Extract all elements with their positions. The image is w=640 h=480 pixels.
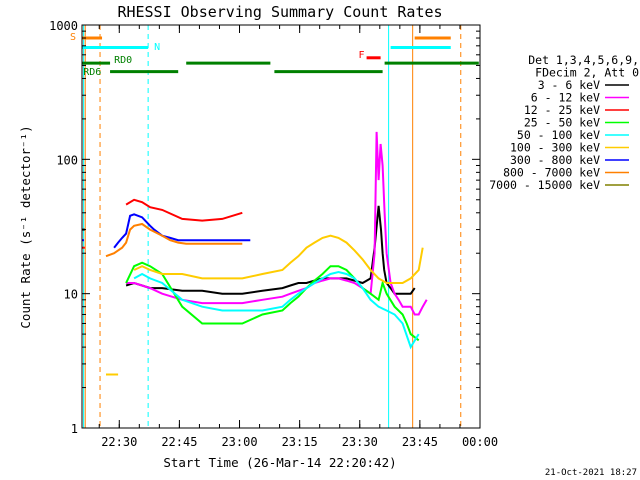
legend-header: FDecim 2, Att 0: [535, 66, 639, 80]
plot-frame: [81, 24, 481, 429]
series-line: [133, 270, 420, 350]
orbit-overlays: [82, 25, 479, 428]
y-axis-label: Count Rate (s⁻¹ detector⁻¹): [18, 125, 33, 328]
annotation-label: S: [70, 32, 76, 43]
y-tick-label: 1: [71, 422, 78, 436]
legend-entry: 6 - 12 keV: [531, 91, 600, 105]
series-line: [125, 198, 243, 222]
axes: 22:30 22:45 23:00 23:15 23:30 23:45 00:00 1 10 10…: [49, 19, 498, 449]
y-tick-label: 100: [56, 153, 78, 167]
chart-title: RHESSI Observing Summary Count Rates: [117, 3, 442, 21]
x-tick-label: 23:00: [221, 435, 257, 449]
legend-entry: 800 - 7000 keV: [503, 166, 600, 180]
x-tick-label: 23:15: [282, 435, 318, 449]
annotation-label: F: [359, 50, 365, 61]
legend-header: Det 1,3,4,5,6,9,: [528, 53, 639, 67]
legend-entry: 50 - 100 keV: [517, 128, 600, 142]
legend-entry: 12 - 25 keV: [524, 103, 600, 117]
legend-entry: 7000 - 15000 keV: [489, 178, 600, 192]
series-line: [113, 213, 251, 249]
series-line: [105, 222, 243, 258]
x-axis-label: Start Time (26-Mar-14 22:20:42): [163, 455, 396, 470]
annotation-label: RD6: [83, 67, 101, 78]
series-line: [133, 234, 424, 284]
plot-area: [82, 25, 479, 428]
series-line: [126, 131, 428, 316]
timestamp: 21-Oct-2021 18:27: [545, 468, 637, 478]
x-tick-label: 22:45: [161, 435, 197, 449]
legend: Det 1,3,4,5,6,9,FDecim 2, Att 03 - 6 keV…: [489, 53, 639, 192]
legend-entry: 3 - 6 keV: [538, 78, 600, 92]
x-tick-label: 23:30: [342, 435, 378, 449]
legend-entry: 100 - 300 keV: [510, 141, 600, 155]
x-tick-label: 23:45: [402, 435, 438, 449]
series-layer: [82, 131, 428, 376]
annotation-label: RD0: [114, 55, 132, 66]
x-tick-label: 22:30: [101, 435, 137, 449]
x-tick-label: 00:00: [462, 435, 498, 449]
legend-entry: 300 - 800 keV: [510, 153, 600, 167]
y-tick-label: 10: [64, 288, 78, 302]
legend-entry: 25 - 50 keV: [524, 116, 600, 130]
series-line: [125, 261, 420, 342]
y-tick-label: 1000: [49, 19, 78, 33]
annotation-label: N: [154, 42, 160, 53]
